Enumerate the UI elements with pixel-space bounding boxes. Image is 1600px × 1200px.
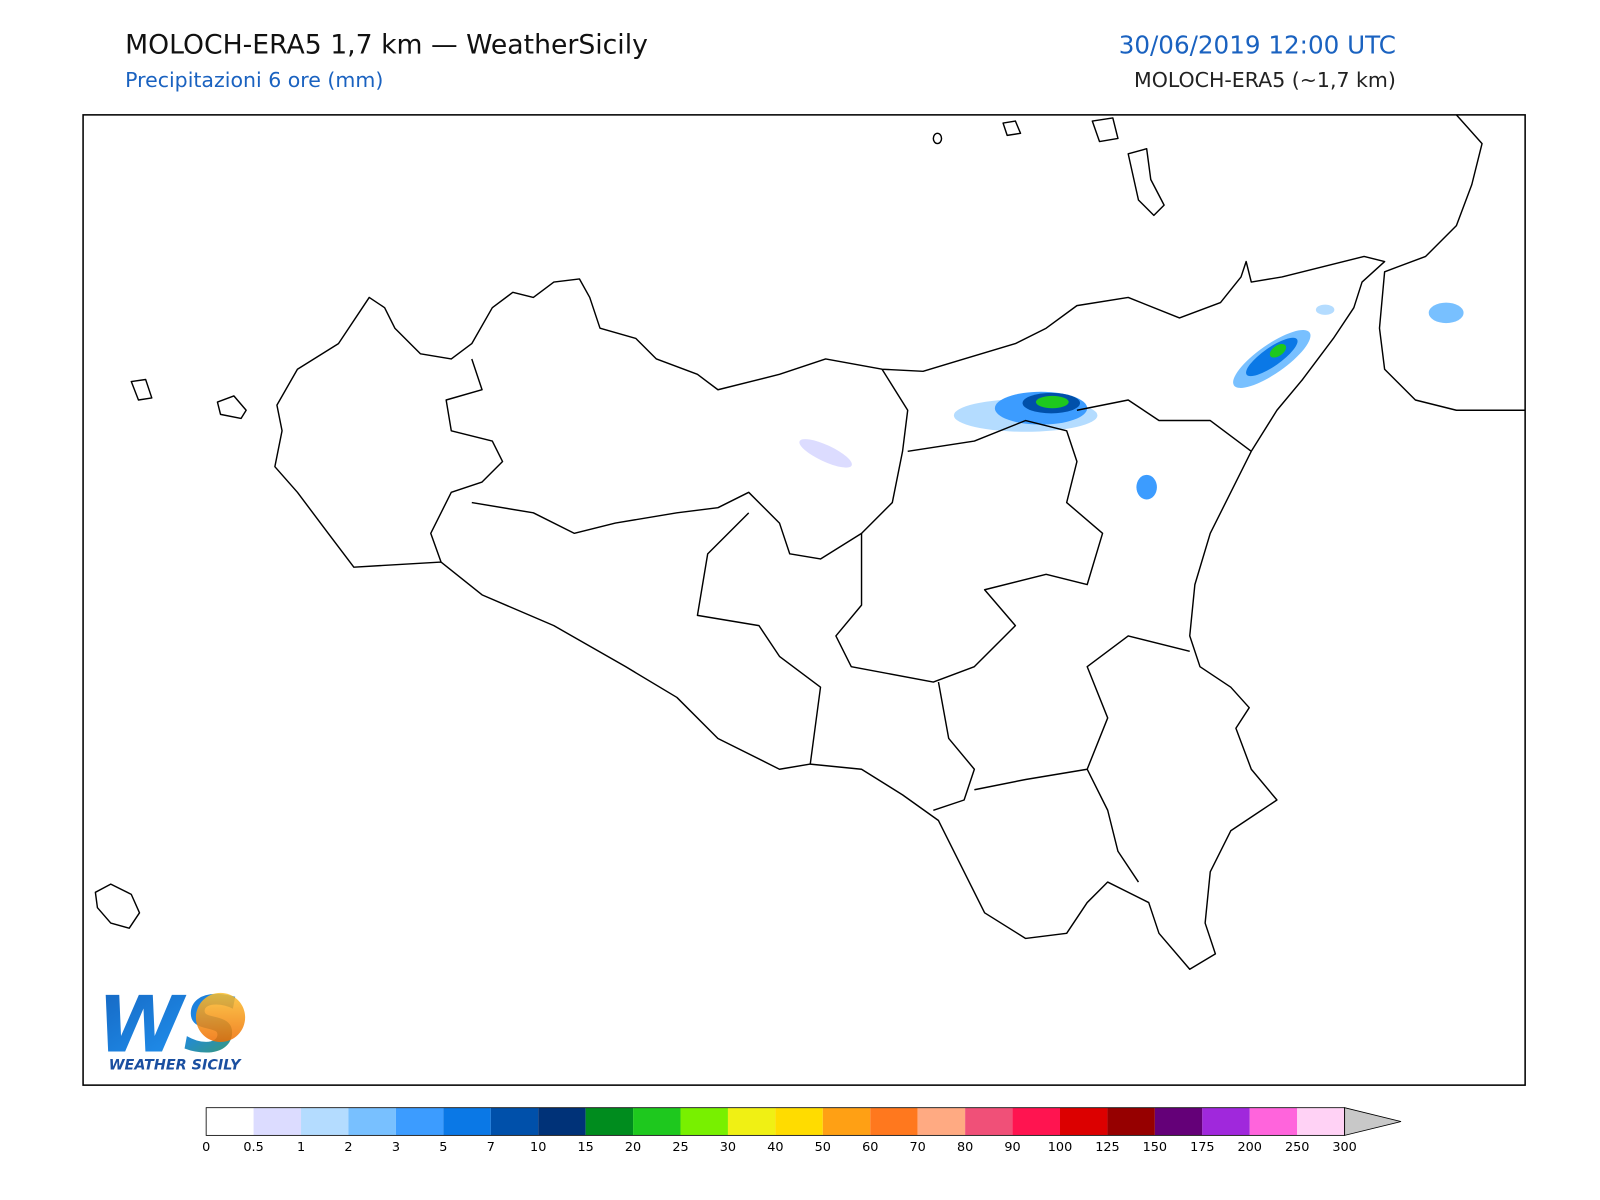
colorbar-bin	[206, 1107, 254, 1136]
colorbar-tick-label: 50	[815, 1140, 831, 1155]
colorbar-bin	[490, 1107, 539, 1136]
colorbar-bin	[538, 1107, 586, 1136]
colorbar-tick-label: 7	[487, 1140, 495, 1155]
colorbar-bin	[1249, 1107, 1298, 1136]
colorbar-bin	[870, 1107, 918, 1136]
colorbar-tick-label: 5	[439, 1140, 447, 1155]
colorbar-tick-label: 175	[1190, 1140, 1214, 1155]
colorbar-bin	[727, 1107, 776, 1136]
colorbar-tick-label: 3	[392, 1140, 400, 1155]
province-border	[933, 681, 976, 811]
colorbar-bin	[1060, 1107, 1108, 1136]
island	[130, 378, 153, 401]
colorbar-bin	[585, 1107, 634, 1136]
model-name: MOLOCH-ERA5 (~1,7 km)	[1134, 68, 1396, 92]
colorbar-bin	[822, 1107, 871, 1136]
colorbar-outline	[205, 1107, 1346, 1136]
colorbar-bin	[633, 1107, 681, 1136]
logo-sun	[195, 992, 246, 1043]
island	[1002, 120, 1022, 137]
colorbar-tick-label: 90	[1004, 1140, 1020, 1155]
colorbar-bin	[253, 1107, 302, 1136]
precip-area	[1269, 344, 1287, 358]
colorbar-tick-label: 125	[1095, 1140, 1119, 1155]
colorbar-bin	[775, 1107, 823, 1136]
colorbar-tick-label: 2	[344, 1140, 352, 1155]
colorbar-tick-label: 150	[1143, 1140, 1167, 1155]
island	[1091, 117, 1119, 143]
logo: WS WEATHER SICILY	[97, 980, 246, 1074]
precip-area	[799, 439, 852, 468]
precip-area	[1428, 302, 1464, 324]
colorbar-tick-label: 10	[530, 1140, 546, 1155]
province-border	[974, 635, 1190, 791]
colorbar-tick-label: 300	[1332, 1140, 1356, 1155]
colorbar-tick-label: 100	[1048, 1140, 1072, 1155]
province-border	[835, 419, 1104, 683]
calabria-coast	[1378, 114, 1526, 411]
province-border	[1076, 399, 1252, 452]
province-border	[471, 368, 909, 560]
colorbar-bin	[348, 1107, 396, 1136]
province-border	[430, 358, 504, 563]
run-date: 30/06/2019 12:00 UTC	[1119, 30, 1396, 59]
island	[932, 132, 943, 145]
colorbar-tick-label: 20	[625, 1140, 641, 1155]
colorbar-bin	[680, 1107, 728, 1136]
precipitation	[799, 302, 1464, 500]
map-frame	[82, 114, 1526, 1086]
precip-area	[1136, 474, 1157, 500]
sicily-coast	[274, 255, 1386, 970]
island	[94, 883, 141, 929]
colorbar-tick-label: 250	[1285, 1140, 1309, 1155]
colorbar-tick-label: 80	[957, 1140, 973, 1155]
colorbar-tick-label: 15	[577, 1140, 593, 1155]
colorbar-tick-label: 25	[672, 1140, 688, 1155]
colorbar-bin	[1107, 1107, 1155, 1136]
colorbar-tick-label: 200	[1238, 1140, 1262, 1155]
colorbar-bin	[1202, 1107, 1250, 1136]
colorbar-bin	[965, 1107, 1013, 1136]
colorbar-tick-label: 1	[297, 1140, 305, 1155]
colorbar-bin	[395, 1107, 444, 1136]
colorbar-bin	[443, 1107, 491, 1136]
logo-text: WEATHER SICILY	[109, 1058, 242, 1074]
island	[216, 395, 247, 420]
precip-area	[1315, 304, 1335, 315]
map-subtitle: Precipitazioni 6 ore (mm)	[125, 68, 383, 92]
map-title: MOLOCH-ERA5 1,7 km — WeatherSicily	[125, 29, 648, 60]
colorbar-tick-label: 0	[202, 1140, 210, 1155]
colorbar-bin	[1154, 1107, 1203, 1136]
colorbar-tick-label: 0.5	[243, 1140, 263, 1155]
colorbar-tick-label: 40	[767, 1140, 783, 1155]
colorbar-bin	[1012, 1107, 1060, 1136]
colorbar-extend	[1344, 1107, 1402, 1136]
coastlines	[94, 114, 1526, 970]
colorbar-bin	[917, 1107, 966, 1136]
province-border	[696, 512, 822, 765]
colorbar-tick-label: 70	[910, 1140, 926, 1155]
island	[1127, 147, 1165, 217]
province-border	[1086, 768, 1140, 883]
colorbar-tick-label: 60	[862, 1140, 878, 1155]
colorbar-bin	[1297, 1107, 1345, 1136]
precip-area	[1035, 395, 1069, 409]
colorbar-bin	[301, 1107, 349, 1136]
colorbar-tick-label: 30	[720, 1140, 736, 1155]
colorbar: 0 0.5 1 2 3 5 7 10 15 20 25 30 40 50 60 70 80 90 100 125 150…	[202, 1107, 1402, 1155]
